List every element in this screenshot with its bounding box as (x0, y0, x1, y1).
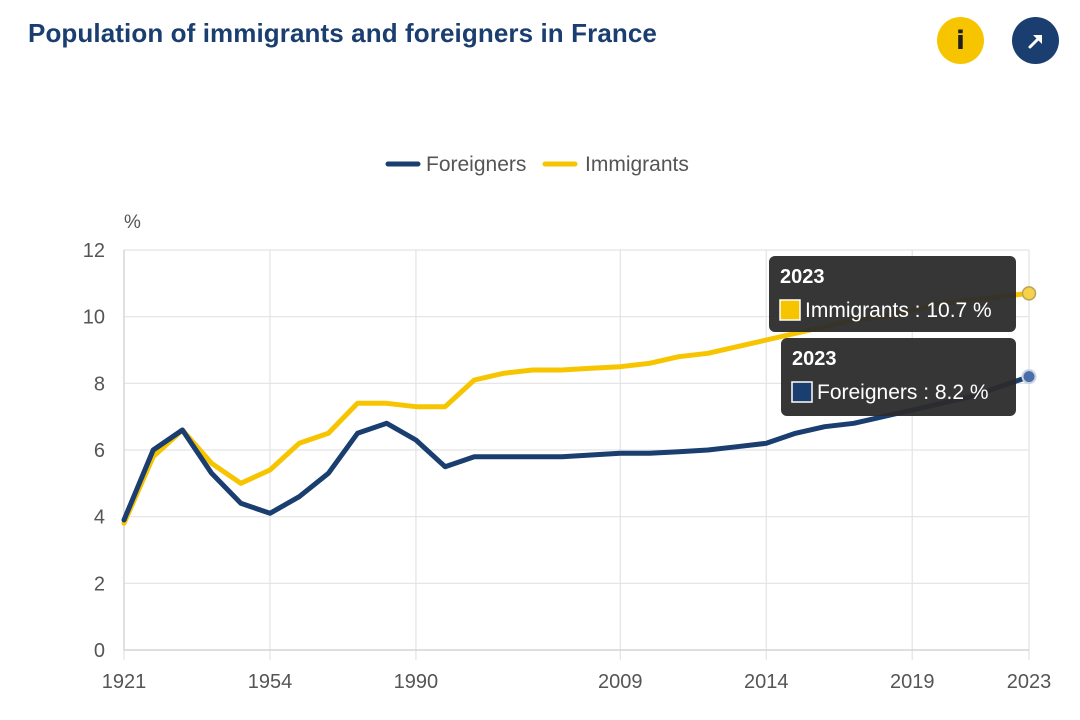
data-point-foreigners[interactable] (238, 500, 244, 506)
x-tick-label: 2014 (744, 671, 789, 693)
tooltip-value: Foreigners : 8.2 % (817, 381, 989, 404)
x-tick-label: 1954 (248, 671, 293, 693)
data-point-immigrants[interactable] (617, 364, 623, 370)
chart-title: Population of immigrants and foreigners … (28, 18, 657, 48)
data-point-foreigners[interactable] (822, 424, 828, 430)
data-point-foreigners[interactable] (792, 430, 798, 436)
data-point-foreigners[interactable] (355, 430, 361, 436)
tooltip-box (769, 256, 1016, 332)
highlight-point-immigrants[interactable] (1021, 286, 1037, 301)
x-tick-label: 1921 (102, 671, 147, 693)
data-point-foreigners[interactable] (734, 444, 740, 450)
info-icon: i (956, 25, 965, 56)
data-point-immigrants[interactable] (705, 350, 711, 356)
data-point-immigrants[interactable] (413, 404, 419, 410)
legend-label-foreigners: Foreigners (426, 153, 526, 176)
info-button[interactable]: i (937, 17, 984, 64)
data-point-immigrants[interactable] (530, 367, 536, 373)
data-point-foreigners[interactable] (209, 470, 215, 476)
data-point-foreigners[interactable] (588, 452, 594, 458)
highlight-point-foreigners[interactable] (1021, 369, 1037, 385)
data-point-immigrants[interactable] (734, 344, 740, 350)
tooltip-foreigners: 2023 Foreigners : 8.2 % (781, 338, 1016, 416)
data-point-foreigners[interactable] (530, 454, 536, 460)
data-point-foreigners[interactable] (763, 440, 769, 446)
data-point-immigrants[interactable] (763, 337, 769, 343)
data-point-foreigners[interactable] (676, 449, 682, 455)
y-axis-unit-label: % (124, 212, 141, 233)
data-point-foreigners[interactable] (705, 447, 711, 453)
data-point-immigrants[interactable] (676, 354, 682, 360)
tooltip-value: Immigrants : 10.7 % (805, 299, 992, 322)
tooltip-immigrants: 2023 Immigrants : 10.7 % (769, 256, 1016, 332)
data-point-immigrants[interactable] (209, 460, 215, 466)
y-tick-label: 10 (83, 307, 105, 329)
y-tick-label: 6 (94, 440, 105, 462)
x-tick-label: 1990 (394, 671, 439, 693)
data-point-foreigners[interactable] (501, 454, 507, 460)
y-tick-label: 0 (94, 640, 105, 662)
data-point-foreigners[interactable] (296, 494, 302, 500)
data-point-immigrants[interactable] (471, 377, 477, 383)
tooltip-year: 2023 (780, 266, 825, 288)
data-point-foreigners[interactable] (646, 450, 652, 456)
legend-label-immigrants: Immigrants (585, 153, 689, 176)
x-tick-label: 2019 (890, 671, 935, 693)
data-point-foreigners[interactable] (150, 447, 156, 453)
y-tick-label: 2 (94, 573, 105, 595)
data-point-immigrants[interactable] (588, 365, 594, 371)
data-point-immigrants[interactable] (355, 400, 361, 406)
y-tick-label: 8 (94, 373, 105, 395)
data-point-foreigners[interactable] (471, 454, 477, 460)
data-point-foreigners[interactable] (325, 470, 331, 476)
y-tick-label: 4 (94, 507, 105, 529)
tooltip-color-swatch (791, 381, 813, 403)
data-point-immigrants[interactable] (501, 370, 507, 376)
data-point-foreigners[interactable] (384, 420, 390, 426)
data-point-immigrants[interactable] (442, 404, 448, 410)
x-tick-label: 2023 (1007, 671, 1052, 693)
data-point-immigrants[interactable] (238, 480, 244, 486)
tooltip-color-swatch (779, 299, 801, 321)
series-line-foreigners[interactable] (121, 374, 1032, 523)
data-point-immigrants[interactable] (325, 430, 331, 436)
data-point-foreigners[interactable] (267, 510, 273, 516)
x-tick-label: 2009 (598, 671, 643, 693)
data-point-immigrants[interactable] (384, 400, 390, 406)
y-tick-label: 12 (83, 240, 105, 262)
data-point-foreigners[interactable] (617, 450, 623, 456)
tooltip-year: 2023 (792, 348, 837, 370)
data-point-foreigners[interactable] (559, 454, 565, 460)
data-point-foreigners[interactable] (121, 517, 127, 523)
expand-arrow-icon (1028, 34, 1042, 48)
data-point-foreigners[interactable] (851, 420, 857, 426)
data-point-immigrants[interactable] (559, 367, 565, 373)
data-point-foreigners[interactable] (442, 464, 448, 470)
expand-button[interactable] (1012, 17, 1059, 64)
data-point-immigrants[interactable] (646, 360, 652, 366)
data-point-foreigners[interactable] (179, 427, 185, 433)
tooltip-box (781, 338, 1016, 416)
data-point-immigrants[interactable] (296, 440, 302, 446)
data-point-immigrants[interactable] (267, 467, 273, 473)
data-point-foreigners[interactable] (413, 437, 419, 443)
